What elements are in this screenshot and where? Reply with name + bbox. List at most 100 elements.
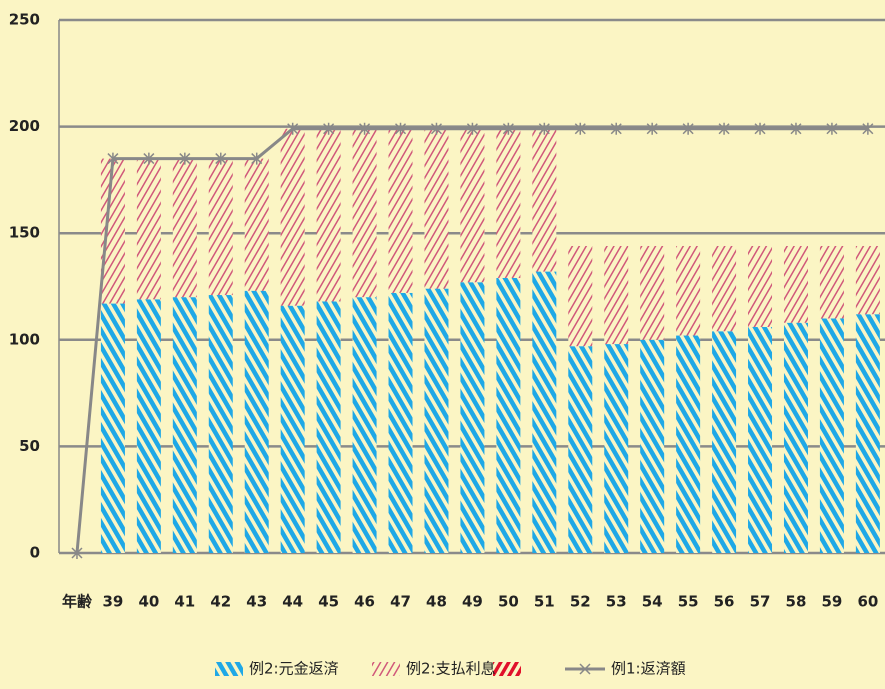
legend-label: 例2:支払利息	[406, 660, 496, 678]
bar-segment	[819, 245, 844, 319]
x-tick-label: 55	[678, 593, 699, 611]
marker	[323, 122, 335, 135]
bar-segment	[208, 295, 233, 553]
y-tick-label: 200	[9, 117, 40, 135]
marker	[610, 122, 622, 135]
x-tick-label: 58	[786, 593, 807, 611]
y-tick-label: 0	[30, 544, 40, 562]
x-tick-label: 40	[138, 593, 159, 611]
marker	[107, 152, 119, 165]
x-tick-label: 52	[570, 593, 591, 611]
x-tick-label: 57	[750, 593, 771, 611]
marker	[718, 122, 730, 135]
bar-segment	[316, 301, 341, 553]
marker	[862, 122, 874, 135]
x-tick-label: 47	[390, 593, 411, 611]
bar-segment	[424, 128, 449, 289]
x-tick-label: 45	[318, 593, 339, 611]
bar-segment	[244, 158, 269, 291]
y-tick-label: 250	[9, 11, 40, 29]
x-tick-label: 56	[714, 593, 735, 611]
bar-segment	[388, 128, 413, 293]
bar-segment	[316, 128, 341, 302]
x-tick-label: 60	[857, 593, 878, 611]
bar-segment	[855, 245, 880, 315]
marker	[682, 122, 694, 135]
marker	[179, 152, 191, 165]
marker	[287, 122, 299, 135]
bar-segment	[460, 282, 485, 553]
bar-segment	[783, 322, 808, 553]
legend-swatch	[215, 662, 243, 676]
legend-label: 例1:返済額	[611, 660, 686, 678]
x-tick-label: 51	[534, 593, 555, 611]
bar-segment	[352, 297, 377, 553]
x-tick-label: 48	[426, 593, 447, 611]
bar-segment	[640, 245, 665, 340]
x-tick-label: 42	[210, 593, 231, 611]
x-tick-label: 41	[174, 593, 195, 611]
bar-segment	[352, 128, 377, 298]
marker	[502, 122, 514, 135]
marker	[71, 547, 83, 559]
marker	[646, 122, 658, 135]
bar-segment	[136, 158, 161, 300]
bar-segment	[172, 297, 197, 553]
x-tick-label: 43	[246, 593, 267, 611]
bar-segment	[496, 277, 521, 553]
bar-segment	[604, 344, 629, 553]
bar-segment	[783, 245, 808, 323]
legend-swatch	[579, 663, 591, 675]
bar-segment	[748, 245, 773, 328]
marker	[826, 122, 838, 135]
marker	[538, 122, 550, 135]
x-tick-label: 50	[498, 593, 519, 611]
marker	[215, 152, 227, 165]
x-tick-label: 44	[282, 593, 303, 611]
marker	[430, 122, 443, 135]
marker	[359, 122, 371, 135]
legend-swatch	[372, 662, 400, 676]
bar-segment	[136, 299, 161, 553]
bar-segment	[460, 128, 485, 283]
marker	[394, 122, 407, 135]
legend-label: 例2:元金返済	[249, 660, 339, 678]
legend-swatch	[493, 662, 521, 676]
marker	[790, 122, 802, 135]
bar-segment	[280, 305, 305, 553]
bar-segment	[568, 245, 593, 347]
bar-segment	[244, 290, 269, 553]
x-tick-label: 54	[642, 593, 663, 611]
bar-segment	[496, 128, 521, 278]
bar-segment	[388, 292, 413, 553]
bar-segment	[640, 339, 665, 553]
bar-segment	[424, 288, 449, 553]
bar-segment	[712, 331, 737, 553]
bar-segment	[676, 245, 701, 336]
bar-segment	[568, 346, 593, 553]
bar-segment	[172, 158, 197, 298]
marker	[466, 122, 478, 135]
y-tick-label: 100	[9, 330, 40, 348]
marker	[251, 152, 263, 165]
x-tick-label: 53	[606, 593, 627, 611]
bar-segment	[855, 314, 880, 553]
marker	[574, 122, 586, 135]
x-tick-label: 49	[462, 593, 483, 611]
x-tick-label: 年齢	[62, 593, 93, 611]
bar-segment	[676, 335, 701, 553]
bar-segment	[819, 318, 844, 553]
bar-segment	[208, 158, 233, 296]
bar-segment	[100, 303, 125, 553]
x-tick-label: 39	[102, 593, 123, 611]
bar-segment	[532, 128, 557, 272]
bar-segment	[604, 245, 629, 345]
marker	[143, 152, 155, 165]
bar-segment	[280, 128, 305, 306]
y-tick-label: 50	[19, 437, 40, 455]
x-tick-label: 46	[354, 593, 375, 611]
bar-segment	[100, 158, 125, 304]
marker	[754, 122, 766, 135]
bar-segment	[712, 245, 737, 332]
